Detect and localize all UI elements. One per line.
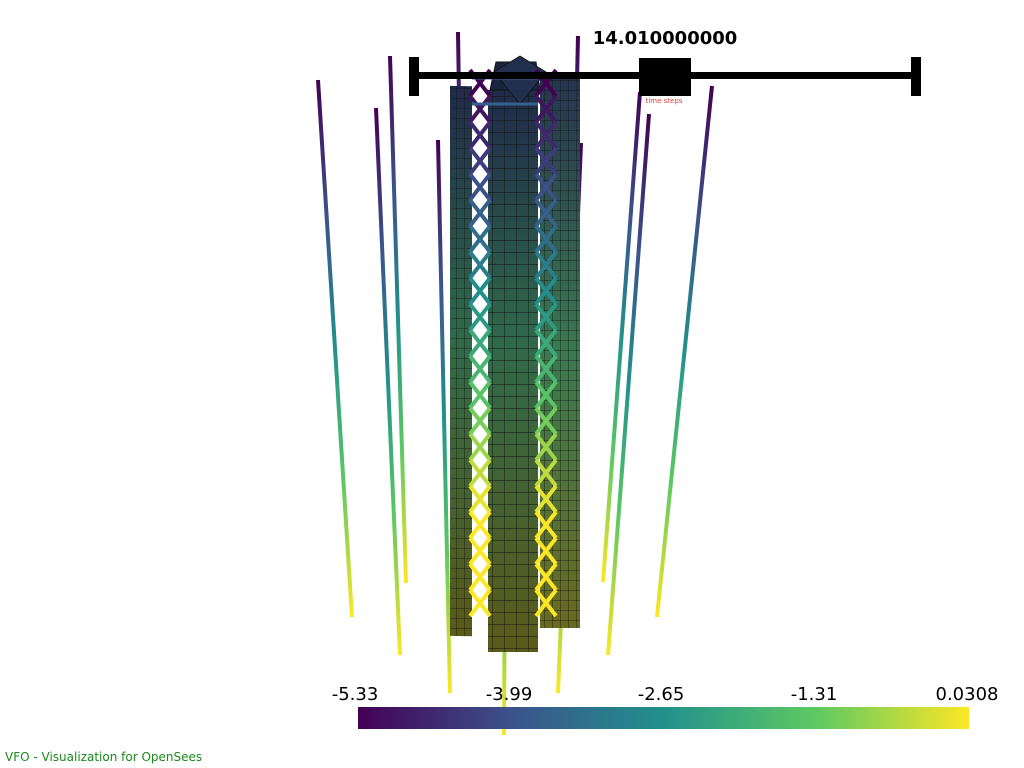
brace-member: [534, 198, 558, 228]
colorbar-gradient: [358, 707, 969, 729]
colorbar: [358, 707, 969, 729]
brace-member: [534, 224, 558, 254]
brace-member: [468, 198, 492, 228]
brace-member: [534, 354, 558, 384]
slider-left-cap[interactable]: [409, 57, 419, 96]
brace-member: [534, 328, 558, 358]
brace-member: [468, 510, 492, 540]
colorbar-tick-label: -1.31: [790, 684, 838, 705]
brace-member: [534, 146, 558, 176]
brace-member: [468, 172, 492, 202]
tower-model: [450, 55, 580, 652]
slider-right-cap[interactable]: [911, 57, 921, 96]
brace-member: [534, 172, 558, 202]
brace-member: [468, 562, 492, 592]
brace-member: [534, 432, 558, 462]
brace-member: [468, 406, 492, 436]
pile-line: [606, 113, 651, 656]
brace-member: [534, 276, 558, 306]
brace-member: [534, 588, 558, 618]
brace-member: [534, 406, 558, 436]
brace-member: [468, 224, 492, 254]
brace-member: [468, 94, 492, 124]
brace-member: [534, 536, 558, 566]
brace-member: [468, 302, 492, 332]
colorbar-tick-label: -2.65: [637, 684, 685, 705]
brace-member: [534, 484, 558, 514]
brace-member: [468, 276, 492, 306]
colorbar-tick-label: -5.33: [331, 684, 379, 705]
bracing-members: [468, 68, 558, 618]
brace-member: [468, 250, 492, 280]
brace-member: [468, 536, 492, 566]
brace-member: [534, 380, 558, 410]
slider-handle[interactable]: [639, 58, 691, 96]
brace-member: [468, 146, 492, 176]
brace-member: [534, 562, 558, 592]
brace-member: [534, 250, 558, 280]
brace-member: [534, 94, 558, 124]
brace-member: [534, 120, 558, 150]
brace-member: [468, 432, 492, 462]
colorbar-tick-label: -3.99: [485, 684, 533, 705]
pile-line: [436, 139, 452, 694]
brace-member: [468, 380, 492, 410]
colorbar-tick-label: 0.0308: [935, 684, 999, 705]
brace-member: [468, 588, 492, 618]
brace-member: [468, 484, 492, 514]
pile-line: [601, 91, 642, 583]
brace-member: [534, 510, 558, 540]
brace-member: [468, 120, 492, 150]
pile-line: [374, 107, 402, 656]
brace-member: [468, 354, 492, 384]
brace-member: [468, 458, 492, 488]
pile-line: [388, 55, 408, 584]
pile-line: [316, 79, 354, 618]
brace-member: [534, 302, 558, 332]
pile-line: [655, 85, 714, 618]
slider-title: time steps: [645, 97, 683, 105]
brace-member: [534, 458, 558, 488]
brace-member: [468, 328, 492, 358]
time-slider[interactable]: [409, 57, 921, 96]
slider-value-label: 14.010000000: [592, 28, 738, 49]
app-footer-label: VFO - Visualization for OpenSees: [5, 750, 203, 764]
